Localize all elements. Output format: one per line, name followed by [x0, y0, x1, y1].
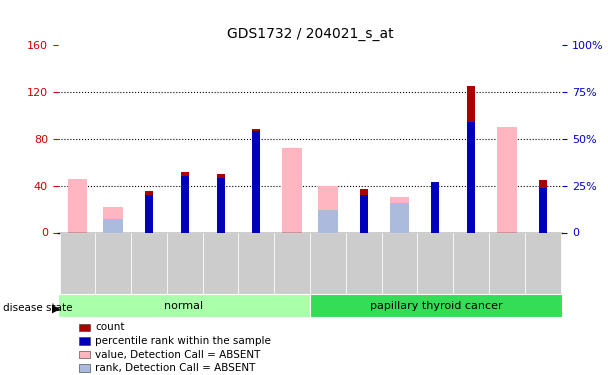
Bar: [181, 176, 188, 232]
Bar: [467, 86, 475, 232]
Bar: [216, 178, 224, 232]
Bar: [131, 232, 167, 294]
Bar: [167, 232, 202, 294]
Bar: [382, 232, 418, 294]
Bar: [539, 188, 547, 232]
Bar: [79, 337, 90, 345]
Bar: [346, 232, 382, 294]
Bar: [497, 127, 517, 232]
Bar: [103, 207, 123, 232]
Text: rank, Detection Call = ABSENT: rank, Detection Call = ABSENT: [95, 363, 256, 373]
Bar: [238, 232, 274, 294]
Bar: [318, 186, 338, 232]
Bar: [432, 182, 440, 232]
Bar: [95, 232, 131, 294]
Text: percentile rank within the sample: percentile rank within the sample: [95, 336, 271, 346]
Text: disease state: disease state: [3, 303, 72, 313]
Bar: [390, 202, 409, 232]
Bar: [252, 131, 260, 232]
Bar: [360, 195, 368, 232]
Bar: [216, 174, 224, 232]
Bar: [489, 232, 525, 294]
Bar: [310, 232, 346, 294]
Bar: [145, 195, 153, 232]
Text: count: count: [95, 322, 125, 332]
Bar: [252, 129, 260, 232]
Bar: [390, 197, 409, 232]
Text: papillary thyroid cancer: papillary thyroid cancer: [370, 301, 503, 310]
Bar: [58, 294, 310, 317]
Bar: [181, 172, 188, 232]
Bar: [79, 364, 90, 372]
Bar: [60, 232, 95, 294]
Bar: [310, 294, 562, 317]
Bar: [360, 189, 368, 232]
Bar: [145, 192, 153, 232]
Bar: [418, 232, 453, 294]
Bar: [79, 351, 90, 358]
Bar: [467, 122, 475, 232]
Title: GDS1732 / 204021_s_at: GDS1732 / 204021_s_at: [227, 27, 393, 41]
Bar: [79, 324, 90, 331]
Bar: [67, 178, 88, 232]
Bar: [274, 232, 310, 294]
Bar: [539, 180, 547, 232]
Text: value, Detection Call = ABSENT: value, Detection Call = ABSENT: [95, 350, 261, 360]
Bar: [525, 232, 561, 294]
Bar: [103, 219, 123, 232]
Bar: [202, 232, 238, 294]
Bar: [282, 148, 302, 232]
Bar: [453, 232, 489, 294]
Bar: [318, 210, 338, 232]
Text: ▶: ▶: [52, 303, 61, 313]
Text: normal: normal: [164, 301, 204, 310]
